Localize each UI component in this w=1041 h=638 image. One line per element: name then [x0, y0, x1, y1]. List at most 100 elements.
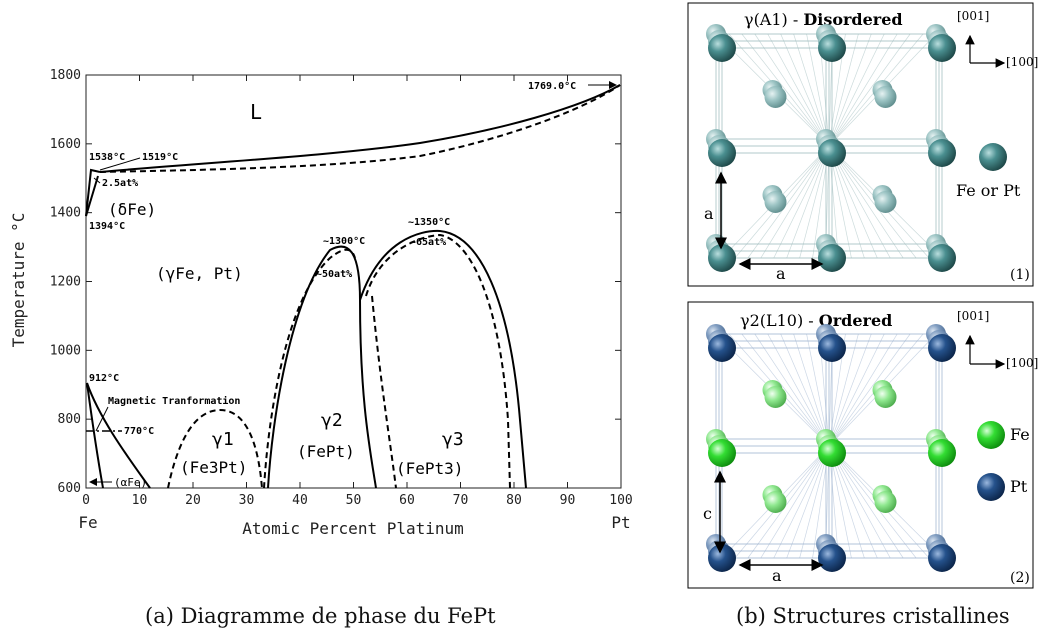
y-tick-label: 1600	[50, 137, 81, 152]
magnetic-label: Magnetic Tranformation	[108, 395, 240, 407]
atom-fe-or-pt	[874, 191, 897, 213]
t1769-label: 1769.0°C	[528, 81, 576, 92]
y-tick-label: 1400	[50, 206, 81, 221]
x-end-pt: Pt	[611, 513, 630, 532]
atom	[708, 439, 736, 467]
ordered-title: γ2(L10) - Ordered	[740, 311, 892, 330]
x-tick-label: 70	[453, 493, 469, 508]
x-tick-label: 30	[239, 493, 255, 508]
atom	[764, 386, 787, 408]
y-tick-label: 1800	[50, 68, 81, 83]
x-end-fe: Fe	[78, 513, 97, 532]
alpha-fe-label: (αFe)	[114, 476, 147, 489]
x-tick-label: 60	[399, 493, 415, 508]
legend-fe-label: Fe	[1010, 425, 1030, 444]
atom	[818, 544, 846, 572]
gamma3-solvus	[371, 295, 397, 489]
x-tick-label: 90	[560, 493, 576, 508]
panel-frame-2	[687, 301, 1034, 589]
t912-label: 912°C	[89, 373, 119, 384]
legend-atom-pt	[977, 473, 1005, 501]
atom-fe-or-pt	[708, 244, 736, 272]
legend-atom-fe-or-pt	[979, 143, 1007, 171]
atom	[928, 544, 956, 572]
gamma3-label: γ3	[442, 429, 464, 450]
atom-fe-or-pt	[764, 191, 787, 213]
atom-fe-or-pt	[928, 139, 956, 167]
axis-001-label-1: [001]	[957, 9, 989, 23]
panel-number-1: (1)	[1010, 267, 1030, 283]
at65-label: ~65at%	[410, 237, 446, 248]
y-tick-label: 1200	[50, 275, 81, 290]
x-tick-label: 10	[132, 493, 148, 508]
atom-fe-or-pt	[818, 244, 846, 272]
y-tick-label: 600	[58, 481, 81, 496]
axis-100-label-1: [100]	[1006, 55, 1038, 69]
delta-fe-right	[85, 175, 99, 217]
dim-a-label-2: a	[772, 566, 782, 585]
atom	[708, 544, 736, 572]
caption-a: (a) Diagramme de phase du FePt	[145, 604, 496, 628]
diagram-annotations: L 1769.0°C 1538°C 1519°C 2.5at% (δFe) 13…	[89, 81, 576, 489]
atom-fe-or-pt	[708, 34, 736, 62]
x-tick-label: 100	[609, 493, 632, 508]
axis-001-label-2: [001]	[957, 309, 989, 323]
liquidus-curve	[99, 84, 621, 173]
gamma1-label: γ1	[212, 429, 234, 450]
alpha-gamma-2	[86, 382, 104, 489]
at25-label: 2.5at%	[102, 178, 138, 189]
gamma1-dome	[167, 408, 263, 489]
axis-100-label-2: [100]	[1006, 356, 1038, 370]
gamma-fe-pt-label: (γFe, Pt)	[156, 264, 243, 283]
panel-frame-1	[687, 2, 1034, 287]
dim-a-vert-label-1: a	[704, 204, 714, 223]
gamma1-sub-label: (Fe3Pt)	[180, 458, 247, 477]
t1538-label: 1538°C	[89, 152, 125, 163]
atom-fe-or-pt	[818, 34, 846, 62]
x-axis-label: Atomic Percent Platinum	[242, 519, 464, 538]
x-tick-label: 80	[506, 493, 522, 508]
y-axis-label: Temperature °C	[9, 213, 28, 348]
legend-fe-or-pt-label: Fe or Pt	[956, 181, 1021, 200]
atom-fe-or-pt	[874, 86, 897, 108]
legend-atom-fe	[977, 421, 1005, 449]
t1350-label: ~1350°C	[408, 217, 450, 228]
dim-c-label-2: c	[703, 504, 712, 523]
gamma2-label: γ2	[321, 410, 343, 431]
atom	[874, 491, 897, 513]
caption-b: (b) Structures cristallines	[736, 604, 1010, 628]
atom-fe-or-pt	[818, 139, 846, 167]
gamma2-dome-right	[267, 245, 377, 489]
lattice-disordered	[706, 24, 956, 272]
atom	[708, 334, 736, 362]
atom	[818, 334, 846, 362]
atom-fe-or-pt	[708, 139, 736, 167]
x-tick-label: 40	[292, 493, 308, 508]
atom-fe-or-pt	[928, 34, 956, 62]
legend-pt-label: Pt	[1010, 477, 1028, 496]
phase-curves	[85, 84, 621, 489]
x-tick-label: 0	[82, 493, 90, 508]
t1300-label: ~1300°C	[323, 236, 365, 247]
atom	[928, 334, 956, 362]
tick-labels: 0 10 20 30 40 50 60 70 80 90 100 600 800 1000 1200 1400…	[50, 68, 633, 508]
ordered-panel: γ2(L10) - Ordered [001] [100] Fe Pt c a …	[687, 301, 1038, 589]
t1519-label: 1519°C	[142, 152, 178, 163]
atom	[928, 439, 956, 467]
t770-label: 770°C	[124, 426, 154, 437]
magnetic-pointer	[95, 406, 109, 432]
y-tick-label: 1000	[50, 343, 81, 358]
gamma2-sub-label: (FePt)	[297, 442, 355, 461]
atom-fe-or-pt	[764, 86, 787, 108]
alpha-gamma-1	[86, 382, 151, 489]
atom	[874, 386, 897, 408]
atom	[764, 491, 787, 513]
atom-fe-or-pt	[928, 244, 956, 272]
atom	[818, 439, 846, 467]
lattice-ordered	[706, 324, 956, 572]
liquid-label: L	[250, 100, 262, 124]
delta-fe-left	[85, 168, 101, 217]
disordered-panel: γ(A1) - Disordered [001] [100] Fe or Pt …	[687, 2, 1038, 287]
phase-diagram: 0 10 20 30 40 50 60 70 80 90 100 600 800 1000 1200 1400…	[9, 68, 633, 538]
